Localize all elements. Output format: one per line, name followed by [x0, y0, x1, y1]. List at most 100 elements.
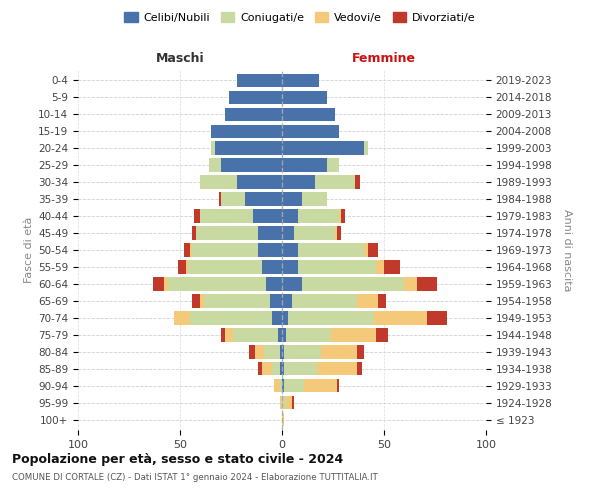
Bar	[196, 226, 257, 239]
Bar	[272, 362, 280, 376]
Bar	[280, 396, 282, 409]
Bar	[215, 142, 282, 154]
Bar	[184, 244, 190, 256]
Bar	[282, 124, 339, 138]
Bar	[282, 244, 298, 256]
Bar	[211, 124, 282, 138]
Bar	[282, 379, 284, 392]
Bar	[192, 294, 200, 308]
Bar	[298, 244, 364, 256]
Bar	[192, 226, 196, 239]
Bar	[237, 74, 282, 87]
Bar	[282, 90, 327, 104]
Y-axis label: Anni di nascita: Anni di nascita	[562, 209, 572, 291]
Bar	[358, 362, 362, 376]
Bar	[266, 278, 282, 290]
Bar	[284, 362, 317, 376]
Text: COMUNE DI CORTALE (CZ) - Dati ISTAT 1° gennaio 2024 - Elaborazione TUTTITALIA.IT: COMUNE DI CORTALE (CZ) - Dati ISTAT 1° g…	[12, 472, 378, 482]
Bar	[304, 379, 337, 392]
Bar	[427, 312, 447, 324]
Bar	[274, 379, 280, 392]
Bar	[282, 396, 286, 409]
Bar	[282, 278, 302, 290]
Bar	[178, 260, 186, 274]
Bar	[221, 192, 245, 205]
Bar	[302, 278, 404, 290]
Bar	[292, 294, 358, 308]
Bar	[282, 210, 298, 222]
Text: Maschi: Maschi	[155, 52, 205, 65]
Bar	[341, 210, 345, 222]
Bar	[280, 362, 282, 376]
Bar	[250, 346, 256, 358]
Bar	[337, 379, 339, 392]
Bar	[374, 312, 427, 324]
Bar	[404, 278, 416, 290]
Bar	[321, 346, 358, 358]
Bar	[416, 278, 437, 290]
Bar	[257, 244, 282, 256]
Bar	[245, 192, 282, 205]
Bar	[164, 278, 168, 290]
Bar	[284, 346, 321, 358]
Bar	[219, 192, 221, 205]
Bar	[358, 294, 378, 308]
Bar	[280, 379, 282, 392]
Bar	[376, 260, 384, 274]
Bar	[282, 312, 288, 324]
Bar	[257, 226, 282, 239]
Bar	[233, 328, 278, 342]
Bar	[282, 413, 284, 426]
Bar	[270, 294, 282, 308]
Bar	[286, 328, 331, 342]
Bar	[282, 226, 294, 239]
Bar	[262, 362, 272, 376]
Bar	[294, 226, 335, 239]
Bar	[282, 192, 302, 205]
Bar	[282, 362, 284, 376]
Bar	[200, 210, 253, 222]
Bar	[263, 346, 280, 358]
Text: Femmine: Femmine	[352, 52, 416, 65]
Bar	[288, 312, 374, 324]
Y-axis label: Fasce di età: Fasce di età	[24, 217, 34, 283]
Bar	[257, 362, 262, 376]
Bar	[168, 278, 266, 290]
Bar	[192, 244, 257, 256]
Bar	[284, 379, 304, 392]
Bar	[190, 312, 272, 324]
Bar	[256, 346, 263, 358]
Bar	[282, 260, 298, 274]
Bar	[282, 108, 335, 121]
Bar	[200, 294, 205, 308]
Bar	[298, 210, 339, 222]
Bar	[376, 328, 388, 342]
Bar	[186, 260, 188, 274]
Bar	[272, 312, 282, 324]
Bar	[211, 142, 215, 154]
Bar	[282, 294, 292, 308]
Bar	[237, 176, 282, 188]
Bar	[221, 158, 282, 172]
Bar	[355, 176, 359, 188]
Text: Popolazione per età, sesso e stato civile - 2024: Popolazione per età, sesso e stato civil…	[12, 452, 343, 466]
Bar	[253, 210, 282, 222]
Bar	[225, 328, 233, 342]
Bar	[282, 74, 319, 87]
Bar	[368, 244, 378, 256]
Bar	[174, 312, 190, 324]
Bar	[282, 142, 364, 154]
Bar	[292, 396, 294, 409]
Bar	[200, 176, 237, 188]
Bar	[229, 90, 282, 104]
Bar	[190, 244, 192, 256]
Bar	[339, 210, 341, 222]
Bar	[282, 158, 327, 172]
Bar	[282, 346, 284, 358]
Bar	[317, 362, 358, 376]
Bar	[262, 260, 282, 274]
Bar	[225, 108, 282, 121]
Bar	[280, 346, 282, 358]
Bar	[286, 396, 292, 409]
Bar	[302, 192, 327, 205]
